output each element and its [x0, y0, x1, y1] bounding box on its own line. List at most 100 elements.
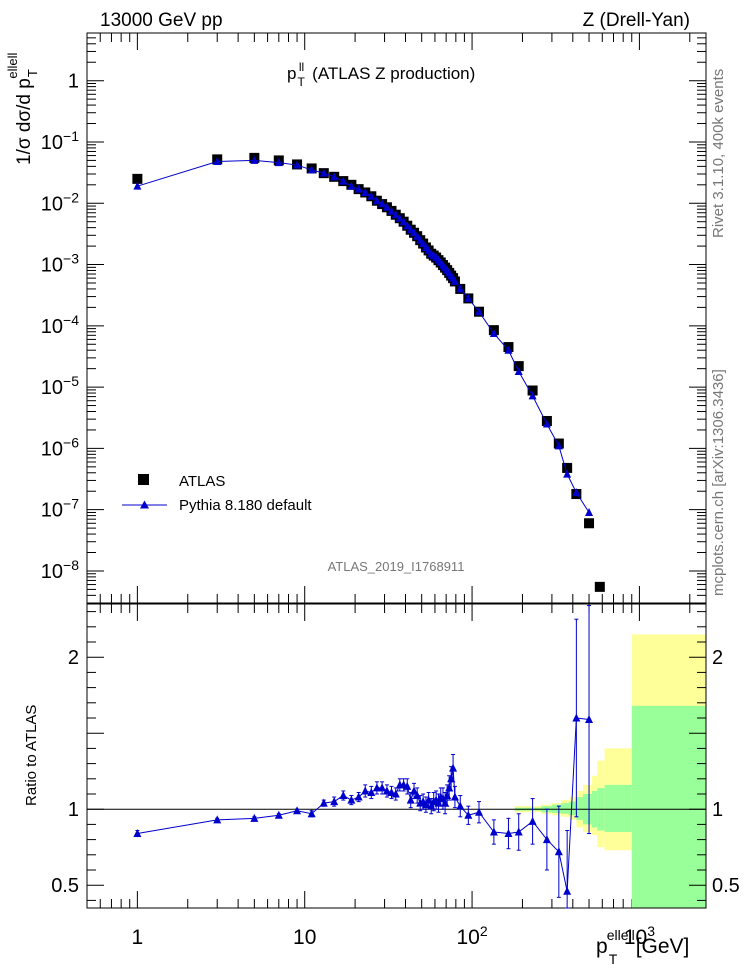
- analysis-id: ATLAS_2019_I1768911: [328, 559, 465, 574]
- y-tick-label: 10−7: [41, 496, 79, 522]
- pythia-point: [382, 202, 391, 211]
- pythia-point: [395, 213, 404, 222]
- ratio-point: [450, 792, 459, 801]
- plot-title: pTll (ATLAS Z production): [287, 60, 475, 89]
- y-tick-label: 10−6: [41, 434, 79, 460]
- pythia-point: [399, 217, 408, 226]
- ratio-point: [563, 886, 572, 895]
- ratio-point: [449, 763, 458, 772]
- pythia-line: [137, 159, 590, 513]
- ratio-y-tick-label: 2: [712, 647, 723, 669]
- ratio-point: [372, 783, 381, 792]
- ratio-y-tick-label: 0.5: [712, 875, 740, 897]
- ratio-green-band: [561, 803, 570, 814]
- pythia-point: [391, 210, 400, 219]
- ratio-point: [354, 792, 363, 801]
- ratio-point: [250, 813, 259, 822]
- pythia-point: [361, 187, 370, 196]
- pythia-point: [250, 155, 259, 164]
- pythia-point: [367, 191, 376, 200]
- pythia-point: [585, 507, 594, 516]
- pythia-point: [133, 181, 142, 190]
- ratio-point: [424, 795, 433, 804]
- ratio-point: [330, 797, 339, 806]
- pythia-point: [450, 276, 459, 285]
- x-tick-label: 102: [456, 923, 487, 949]
- ratio-point: [378, 783, 387, 792]
- pythia-point: [378, 199, 387, 208]
- main-frame: [86, 32, 707, 604]
- ratio-y-tick-label: 2: [68, 647, 79, 669]
- mcplots-label: mcplots.cern.ch [arXiv:1306.3436]: [710, 369, 727, 596]
- pythia-point: [354, 184, 363, 193]
- y-tick-label: 10−4: [41, 312, 79, 338]
- ratio-point: [427, 801, 436, 810]
- ratio-point: [319, 798, 328, 807]
- pythia-point: [330, 172, 339, 181]
- ratio-point: [133, 829, 142, 838]
- atlas-point: [132, 173, 143, 184]
- ratio-point: [474, 807, 483, 816]
- main-y-axis-label: 1/σ dσ/d pTellell: [5, 53, 40, 165]
- ratio-green-band: [631, 705, 706, 908]
- legend-atlas-marker: [138, 474, 149, 485]
- ratio-point: [406, 795, 415, 804]
- rivet-version-label: Rivet 3.1.10, 400k events: [710, 69, 727, 238]
- pythia-point: [403, 221, 412, 230]
- pythia-point: [504, 345, 513, 354]
- ratio-point: [410, 786, 419, 795]
- ratio-y-axis-label: Ratio to ATLAS: [23, 705, 40, 806]
- legend-pythia-label: Pythia 8.180 default: [179, 497, 312, 514]
- y-tick-label: 10−5: [41, 373, 79, 399]
- atlas-point: [513, 361, 524, 372]
- pythia-point: [387, 206, 396, 215]
- ratio-point: [367, 787, 376, 796]
- pythia-point: [514, 366, 523, 375]
- y-tick-label: 10−3: [41, 251, 79, 277]
- pythia-point: [489, 328, 498, 337]
- pythia-point: [339, 176, 348, 185]
- ratio-y-tick-label: 1: [68, 799, 79, 821]
- y-tick-label: 10−2: [41, 189, 79, 215]
- ratio-point: [554, 847, 563, 856]
- ratio-green-band: [576, 797, 583, 820]
- legend-atlas-label: ATLAS: [179, 473, 225, 490]
- ratio-point: [403, 781, 412, 790]
- ratio-y-tick-label: 1: [712, 799, 723, 821]
- pythia-point: [347, 181, 356, 190]
- atlas-point: [562, 462, 573, 473]
- ratio-point: [504, 829, 513, 838]
- energy-label: 13000 GeV pp: [100, 10, 223, 31]
- pythia-point: [319, 168, 328, 177]
- ratio-point: [542, 835, 551, 844]
- ratio-point: [339, 791, 348, 800]
- y-tick-label: 10−1: [41, 128, 79, 154]
- ratio-point: [387, 787, 396, 796]
- ratio-point: [361, 786, 370, 795]
- atlas-point: [527, 385, 538, 396]
- pythia-point: [456, 284, 465, 293]
- pythia-point: [274, 158, 283, 167]
- ratio-point: [585, 715, 594, 724]
- pythia-point: [542, 419, 551, 428]
- ratio-frame: [86, 603, 707, 909]
- pythia-point: [572, 488, 581, 497]
- ratio-point: [528, 816, 537, 825]
- ratio-point: [514, 827, 523, 836]
- atlas-point: [584, 518, 595, 529]
- y-tick-label: 10−8: [41, 557, 79, 583]
- ratio-point: [572, 713, 581, 722]
- ratio-y-tick-label: 0.5: [51, 875, 79, 897]
- pythia-point: [554, 441, 563, 450]
- pythia-point: [293, 160, 302, 169]
- ratio-line: [137, 717, 590, 892]
- x-axis-label: pTellell[GeV]: [596, 927, 689, 967]
- pythia-point: [563, 469, 572, 478]
- atlas-point: [594, 581, 605, 592]
- ratio-point: [489, 827, 498, 836]
- ratio-point: [464, 810, 473, 819]
- pythia-point: [474, 307, 483, 316]
- x-tick-label: 10: [293, 926, 316, 949]
- ratio-point: [347, 795, 356, 804]
